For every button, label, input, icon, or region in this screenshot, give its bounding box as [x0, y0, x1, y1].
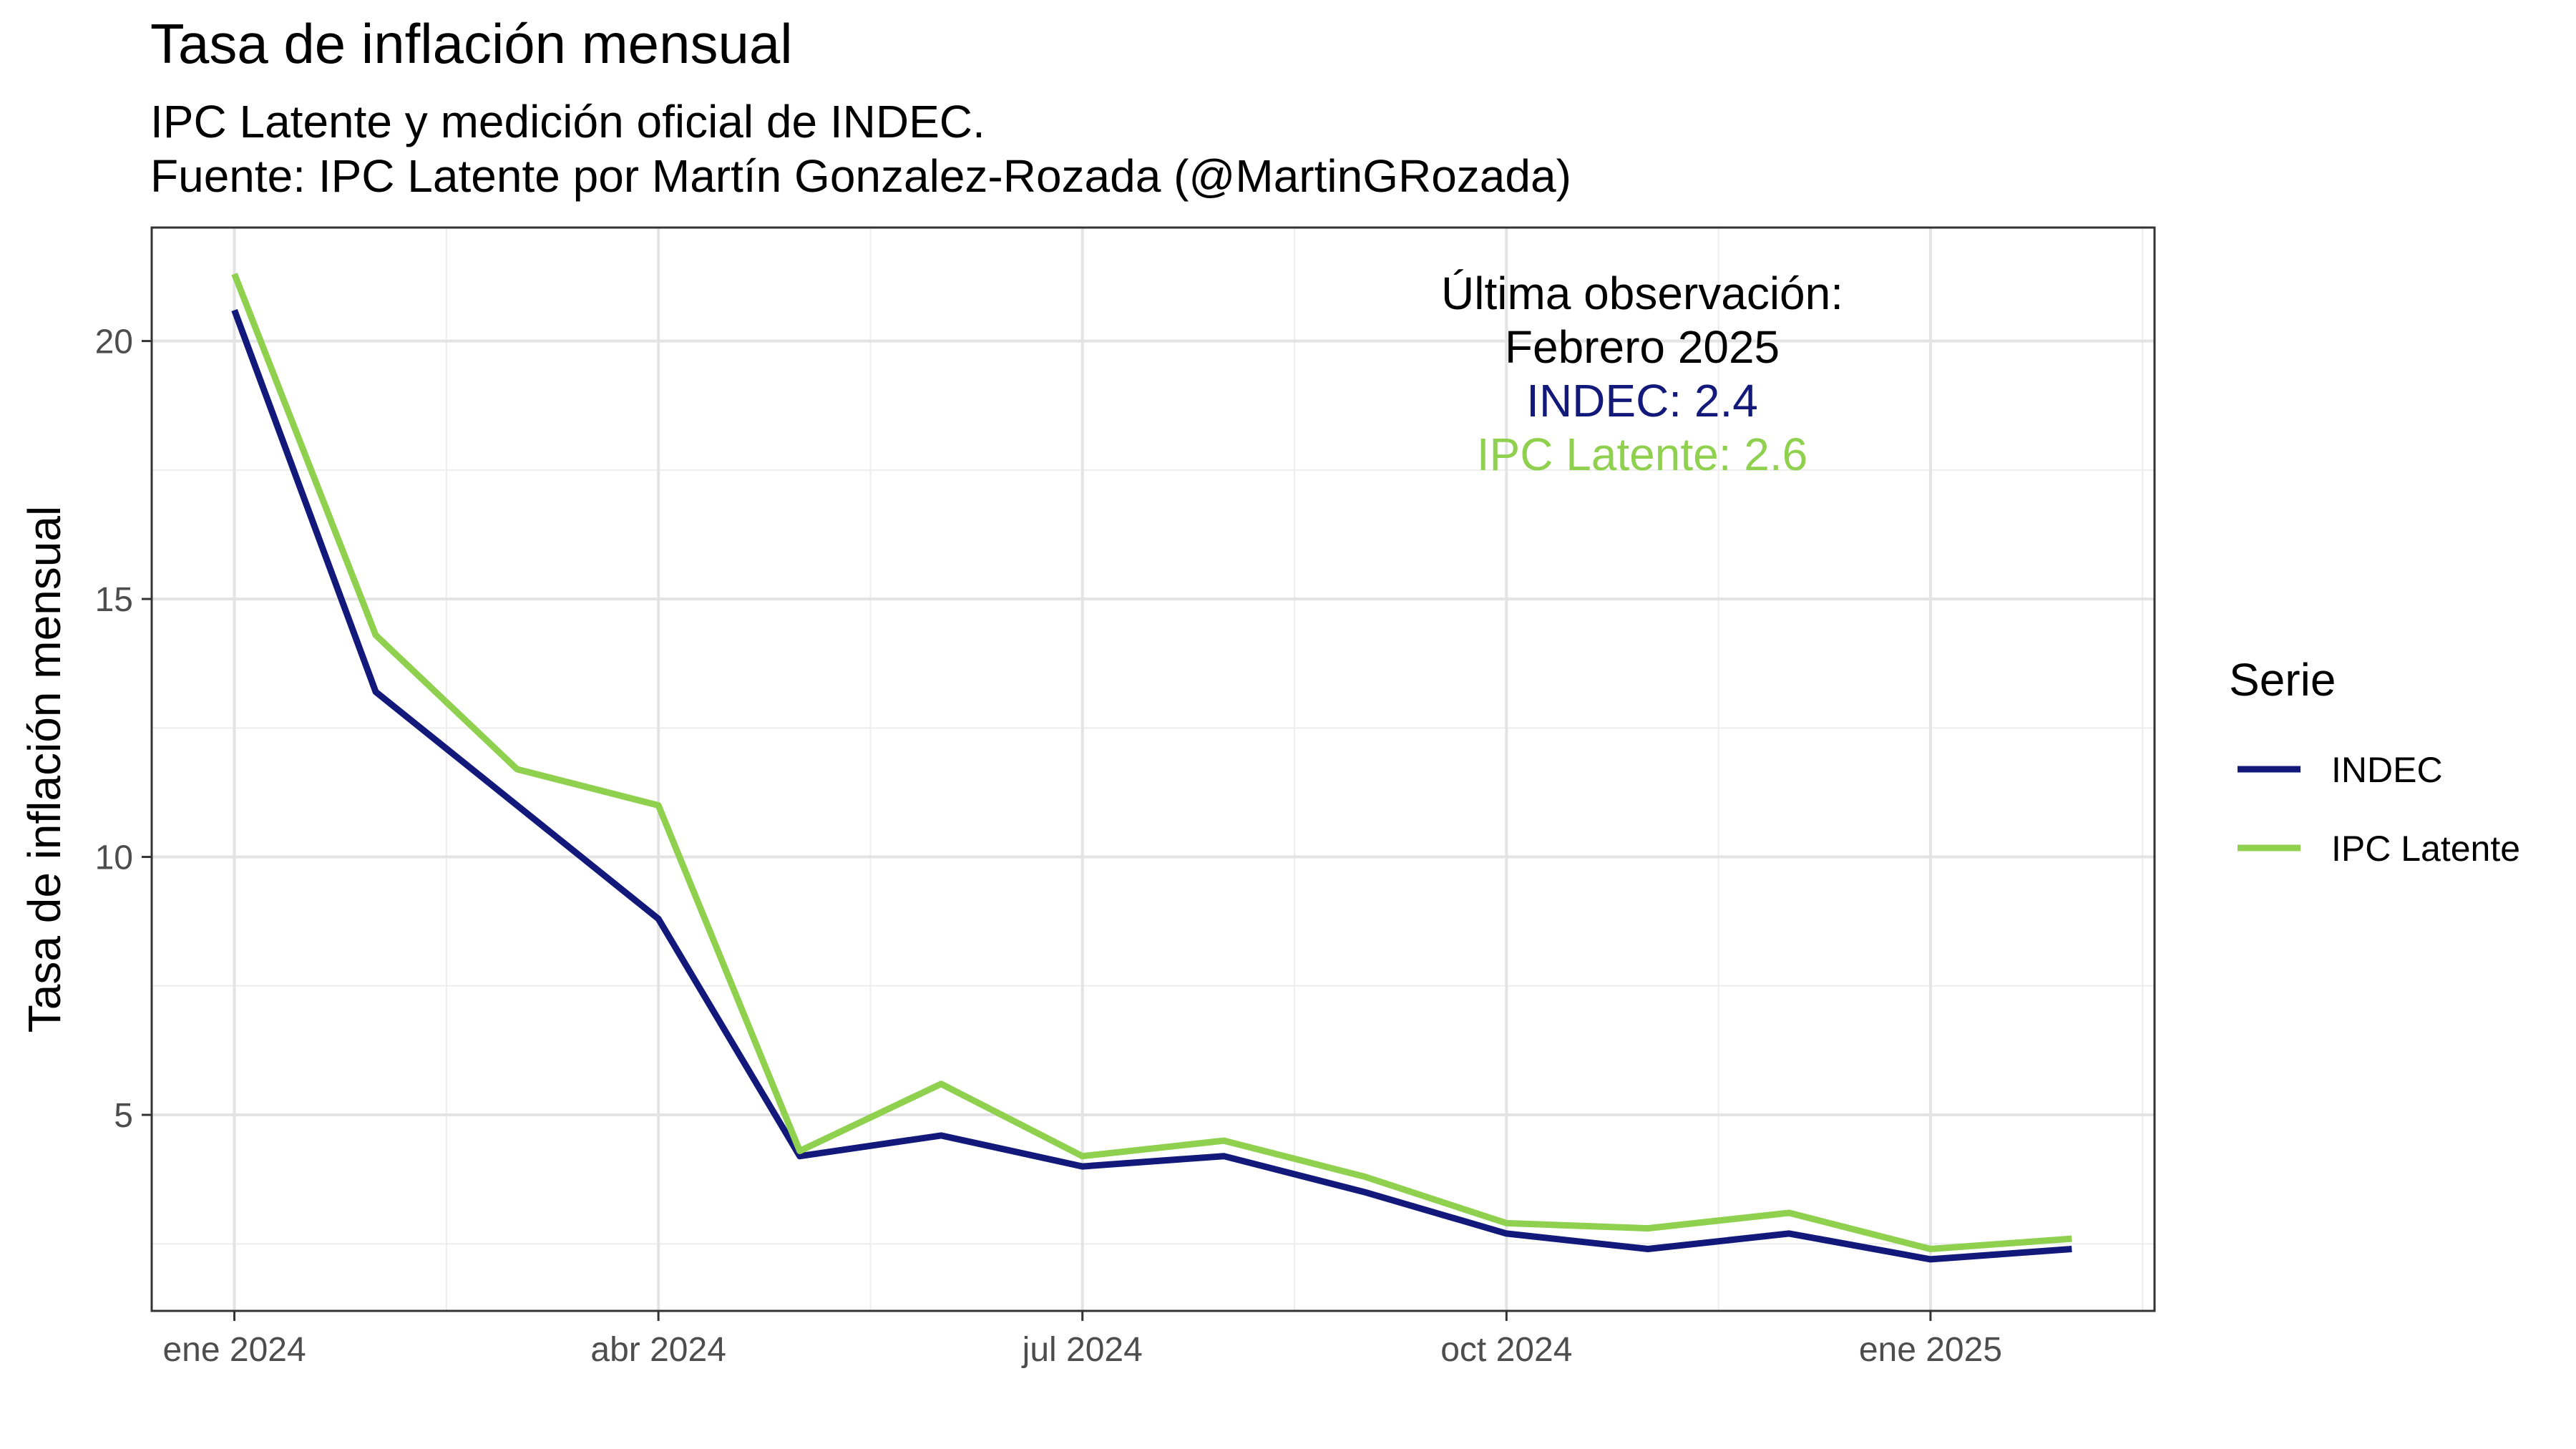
x-tick-label: abr 2024 — [590, 1331, 726, 1369]
legend: Serie INDEC IPC Latente — [2229, 654, 2520, 869]
y-tick-label: 10 — [95, 839, 133, 877]
plot-border — [150, 226, 2156, 1312]
chart-title: Tasa de inflación mensual — [150, 12, 793, 75]
legend-label: INDEC — [2331, 750, 2443, 790]
legend-label: IPC Latente — [2331, 829, 2520, 869]
major-gridlines — [152, 228, 2155, 1311]
series-line-indec — [231, 308, 2072, 1263]
series-lines — [231, 273, 2072, 1263]
x-tick-label: ene 2025 — [1859, 1331, 2002, 1369]
y-axis-label: Tasa de inflación mensual — [19, 506, 70, 1033]
legend-items: INDEC IPC Latente — [2238, 750, 2520, 869]
minor-gridlines — [152, 228, 2155, 1311]
annotation-line: IPC Latente: 2.6 — [1477, 429, 1808, 480]
chart-subtitle-line-2: Fuente: IPC Latente por Martín Gonzalez-… — [150, 150, 1571, 202]
x-tick-label: ene 2024 — [162, 1331, 306, 1369]
annotation-line: INDEC: 2.4 — [1526, 375, 1758, 426]
plot-background — [152, 228, 2155, 1311]
legend-title: Serie — [2229, 654, 2336, 706]
y-tick-label: 5 — [114, 1097, 133, 1135]
plot-area — [150, 226, 2156, 1312]
x-axis: ene 2024 abr 2024 jul 2024 oct 2024 ene 2025 — [162, 1311, 2002, 1369]
x-tick-label: oct 2024 — [1440, 1331, 1572, 1369]
y-axis: 5 10 15 20 — [95, 323, 152, 1135]
x-tick-label: jul 2024 — [1021, 1331, 1143, 1369]
chart-subtitle-line-1: IPC Latente y medición oficial de INDEC. — [150, 96, 985, 147]
annotation-line: Última observación: — [1441, 268, 1843, 319]
series-line-ipc-latente — [231, 273, 2072, 1252]
y-tick-label: 15 — [95, 581, 133, 619]
y-tick-label: 20 — [95, 323, 133, 361]
annotation-line: Febrero 2025 — [1505, 321, 1780, 373]
